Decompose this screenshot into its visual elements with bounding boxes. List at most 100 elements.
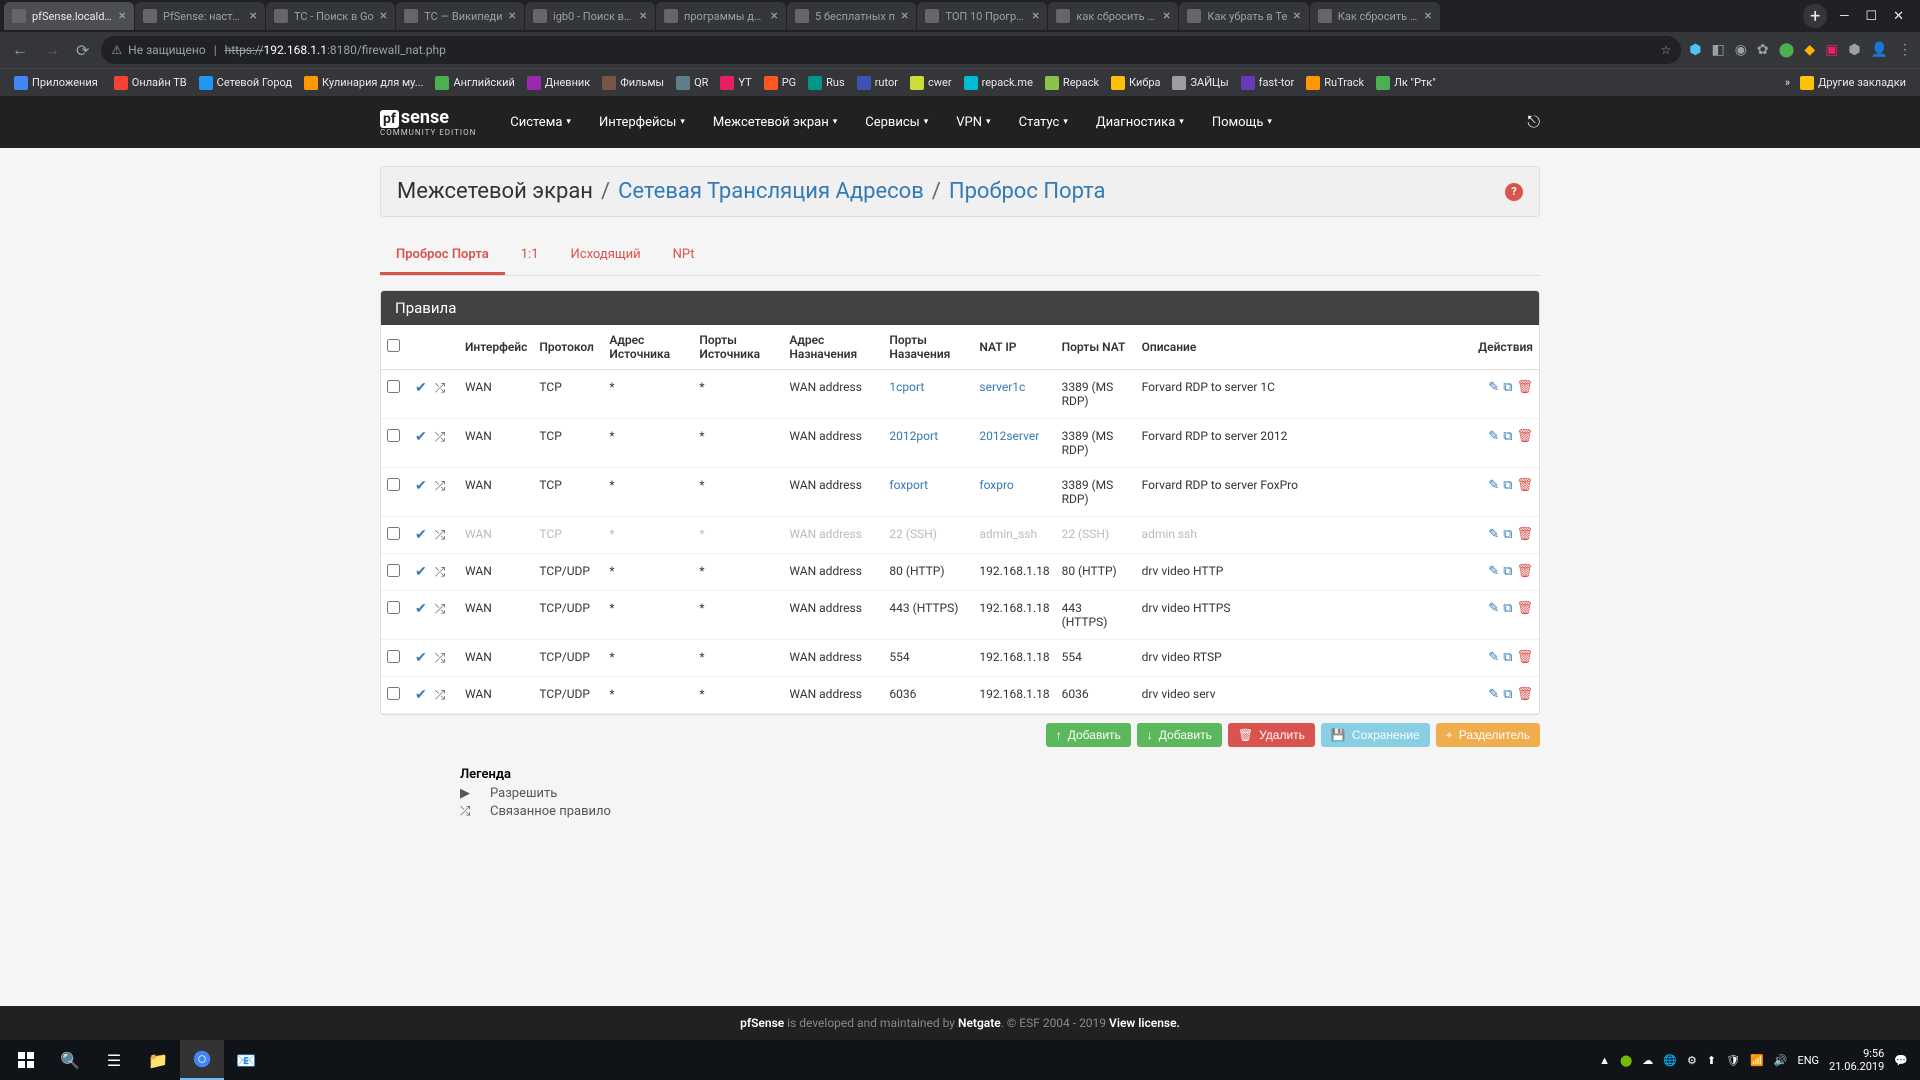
row-checkbox[interactable] bbox=[387, 380, 400, 393]
copy-icon[interactable]: ⧉ bbox=[1503, 527, 1512, 542]
table-row[interactable]: ✔⤮WANTCP/UDP**WAN address554192.168.1.18… bbox=[381, 640, 1539, 677]
delete-icon[interactable]: 🗑 bbox=[1516, 601, 1533, 616]
nav-item[interactable]: Статус bbox=[1005, 99, 1082, 146]
forward-button[interactable]: → bbox=[40, 36, 64, 64]
table-row[interactable]: ✔⤮WANTCP**WAN address22 (SSH)admin_ssh22… bbox=[381, 517, 1539, 554]
logout-icon[interactable]: ⎋ bbox=[1527, 112, 1540, 132]
browser-tab[interactable]: ТС - Поиск в Go× bbox=[266, 2, 395, 30]
save-button[interactable]: 💾Сохранение bbox=[1321, 723, 1430, 747]
table-row[interactable]: ✔⤮WANTCP/UDP**WAN address80 (HTTP)192.16… bbox=[381, 554, 1539, 591]
row-checkbox[interactable] bbox=[387, 601, 400, 614]
copy-icon[interactable]: ⧉ bbox=[1503, 380, 1512, 395]
close-tab-icon[interactable]: × bbox=[380, 8, 387, 24]
breadcrumb-2[interactable]: Сетевая Трансляция Адресов bbox=[618, 179, 924, 204]
close-tab-icon[interactable]: × bbox=[250, 8, 257, 24]
chrome-button[interactable] bbox=[180, 1040, 224, 1080]
nav-item[interactable]: Диагностика bbox=[1082, 99, 1198, 146]
browser-tab[interactable]: igb0 - Поиск в G× bbox=[525, 2, 655, 30]
search-button[interactable]: 🔍 bbox=[48, 1040, 92, 1080]
bookmark-item[interactable]: PG bbox=[758, 74, 802, 92]
tray-icon[interactable]: ▲ bbox=[1599, 1054, 1610, 1067]
row-checkbox[interactable] bbox=[387, 429, 400, 442]
ext-icon[interactable]: ⬢ bbox=[1689, 42, 1701, 58]
browser-tab[interactable]: 5 бесплатных п× bbox=[787, 2, 916, 30]
tray-icon[interactable]: 🛡 bbox=[1726, 1054, 1740, 1067]
breadcrumb-3[interactable]: Проброс Порта bbox=[949, 179, 1106, 204]
ext-icon[interactable]: ⬢ bbox=[1848, 42, 1860, 58]
row-checkbox[interactable] bbox=[387, 564, 400, 577]
copy-icon[interactable]: ⧉ bbox=[1503, 687, 1512, 702]
task-view-button[interactable]: ☰ bbox=[92, 1040, 136, 1080]
separator-button[interactable]: +Разделитель bbox=[1436, 723, 1540, 747]
table-row[interactable]: ✔⤮WANTCP**WAN addressfoxportfoxpro3389 (… bbox=[381, 468, 1539, 517]
maximize-icon[interactable]: ☐ bbox=[1865, 9, 1877, 24]
close-tab-icon[interactable]: × bbox=[119, 8, 126, 24]
bookmark-item[interactable]: YT bbox=[714, 74, 757, 92]
close-tab-icon[interactable]: × bbox=[509, 8, 516, 24]
delete-icon[interactable]: 🗑 bbox=[1516, 687, 1533, 702]
copy-icon[interactable]: ⧉ bbox=[1503, 478, 1512, 493]
tray-icon[interactable]: ⚙ bbox=[1687, 1054, 1697, 1067]
edit-icon[interactable]: ✎ bbox=[1488, 687, 1499, 702]
bookmark-item[interactable]: Английский bbox=[429, 74, 520, 92]
help-icon[interactable]: ? bbox=[1505, 183, 1523, 201]
ext-icon[interactable]: ◧ bbox=[1711, 42, 1724, 58]
reload-button[interactable]: ⟳ bbox=[72, 37, 93, 64]
nav-item[interactable]: Межсетевой экран bbox=[699, 99, 851, 146]
browser-tab[interactable]: PfSense: настро× bbox=[135, 2, 265, 30]
alias-link[interactable]: 1cport bbox=[889, 380, 924, 394]
minimize-icon[interactable]: — bbox=[1839, 9, 1849, 24]
other-bookmarks[interactable]: Другие закладки bbox=[1794, 74, 1912, 92]
close-window-icon[interactable]: ✕ bbox=[1893, 9, 1904, 24]
profile-icon[interactable]: 👤 bbox=[1871, 42, 1888, 58]
ext-icon[interactable]: ✿ bbox=[1757, 42, 1769, 58]
tray-icon[interactable]: 🔊 bbox=[1774, 1054, 1788, 1067]
browser-tab[interactable]: ТОП 10 Програм× bbox=[917, 2, 1047, 30]
bookmark-item[interactable]: Repack bbox=[1039, 74, 1105, 92]
apps-button[interactable]: Приложения bbox=[8, 74, 104, 92]
ext-icon[interactable]: ⬤ bbox=[1779, 42, 1795, 58]
close-tab-icon[interactable]: × bbox=[1163, 8, 1170, 24]
menu-icon[interactable]: ⋮ bbox=[1898, 42, 1912, 58]
browser-tab[interactable]: pfSense.localdom× bbox=[4, 2, 134, 30]
browser-tab[interactable]: программы для× bbox=[656, 2, 786, 30]
nav-item[interactable]: VPN bbox=[942, 99, 1004, 146]
edit-icon[interactable]: ✎ bbox=[1488, 650, 1499, 665]
edit-icon[interactable]: ✎ bbox=[1488, 429, 1499, 444]
ext-icon[interactable]: ▣ bbox=[1825, 42, 1838, 58]
close-tab-icon[interactable]: × bbox=[640, 8, 647, 24]
delete-icon[interactable]: 🗑 bbox=[1516, 380, 1533, 395]
close-tab-icon[interactable]: × bbox=[1293, 8, 1300, 24]
bookmark-item[interactable]: ЗАЙЦы bbox=[1166, 74, 1234, 92]
tray-icon[interactable]: ⬤ bbox=[1620, 1054, 1632, 1067]
alias-link[interactable]: server1c bbox=[979, 380, 1025, 394]
bookmark-item[interactable]: Сетевой Город bbox=[193, 74, 298, 92]
tray-icon[interactable]: ☁ bbox=[1642, 1054, 1653, 1067]
edit-icon[interactable]: ✎ bbox=[1488, 527, 1499, 542]
bookmark-item[interactable]: Кибра bbox=[1105, 74, 1166, 92]
tray-icon[interactable]: ⬆ bbox=[1707, 1054, 1716, 1067]
outlook-button[interactable]: 📧 bbox=[224, 1040, 268, 1080]
nav-item[interactable]: Помощь bbox=[1198, 99, 1286, 146]
delete-icon[interactable]: 🗑 bbox=[1516, 650, 1533, 665]
page-tab[interactable]: NPt bbox=[657, 237, 711, 275]
copy-icon[interactable]: ⧉ bbox=[1503, 601, 1512, 616]
edit-icon[interactable]: ✎ bbox=[1488, 380, 1499, 395]
bookmark-item[interactable]: RuTrack bbox=[1300, 74, 1370, 92]
copy-icon[interactable]: ⧉ bbox=[1503, 564, 1512, 579]
edit-icon[interactable]: ✎ bbox=[1488, 601, 1499, 616]
bookmark-item[interactable]: Онлайн ТВ bbox=[108, 74, 193, 92]
table-row[interactable]: ✔⤮WANTCP**WAN address1cportserver1c3389 … bbox=[381, 370, 1539, 419]
ext-icon[interactable]: ◆ bbox=[1804, 42, 1815, 58]
row-checkbox[interactable] bbox=[387, 650, 400, 663]
bookmark-item[interactable]: rutor bbox=[851, 74, 904, 92]
table-row[interactable]: ✔⤮WANTCP/UDP**WAN address443 (HTTPS)192.… bbox=[381, 591, 1539, 640]
page-tab[interactable]: Проброс Порта bbox=[380, 237, 505, 275]
browser-tab[interactable]: Как убрать в Te× bbox=[1179, 2, 1308, 30]
alias-link[interactable]: admin_ssh bbox=[979, 527, 1037, 541]
clock[interactable]: 9:56 21.06.2019 bbox=[1829, 1047, 1884, 1073]
nav-item[interactable]: Система bbox=[496, 99, 585, 146]
alias-link[interactable]: 2012server bbox=[979, 429, 1039, 443]
nav-item[interactable]: Интерфейсы bbox=[585, 99, 699, 146]
add-bottom-button[interactable]: ↓Добавить bbox=[1137, 723, 1222, 747]
